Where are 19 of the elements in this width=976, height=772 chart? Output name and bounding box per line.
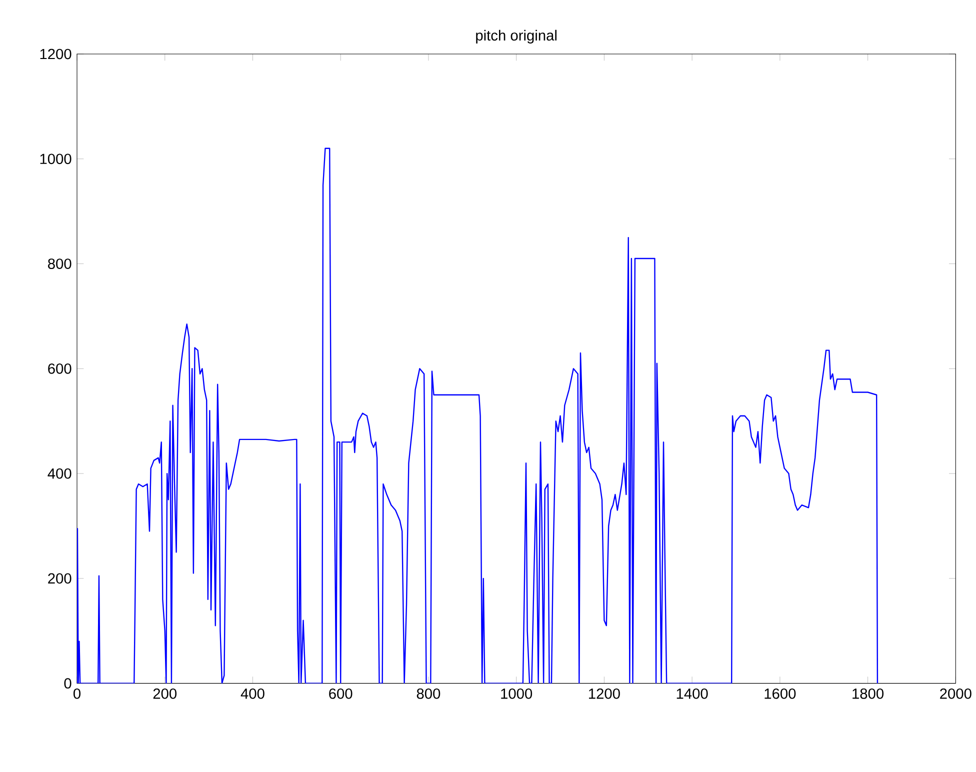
x-tick-label: 1800 [852, 688, 884, 699]
x-tick-label: 0 [73, 688, 80, 699]
y-tick-label: 0 [64, 678, 72, 689]
x-tick-label: 2000 [940, 688, 972, 699]
x-tick-label: 800 [416, 688, 440, 699]
y-tick-label: 1200 [40, 48, 72, 60]
x-tick-label: 400 [240, 688, 264, 699]
x-tick-label: 1000 [501, 688, 532, 699]
x-tick-label: 1200 [588, 688, 620, 699]
x-tick-label: 200 [153, 688, 177, 699]
y-tick-label: 400 [48, 468, 72, 479]
y-tick-label: 1000 [40, 154, 72, 164]
x-tick-label: 1400 [676, 688, 708, 699]
y-tick-label: 800 [48, 258, 72, 269]
y-tick-label: 200 [48, 573, 72, 584]
x-tick-label: 1600 [764, 688, 796, 699]
y-tick-label: 600 [48, 363, 72, 374]
chart-title: pitch original [476, 30, 556, 44]
x-tick-label: 600 [329, 688, 352, 699]
